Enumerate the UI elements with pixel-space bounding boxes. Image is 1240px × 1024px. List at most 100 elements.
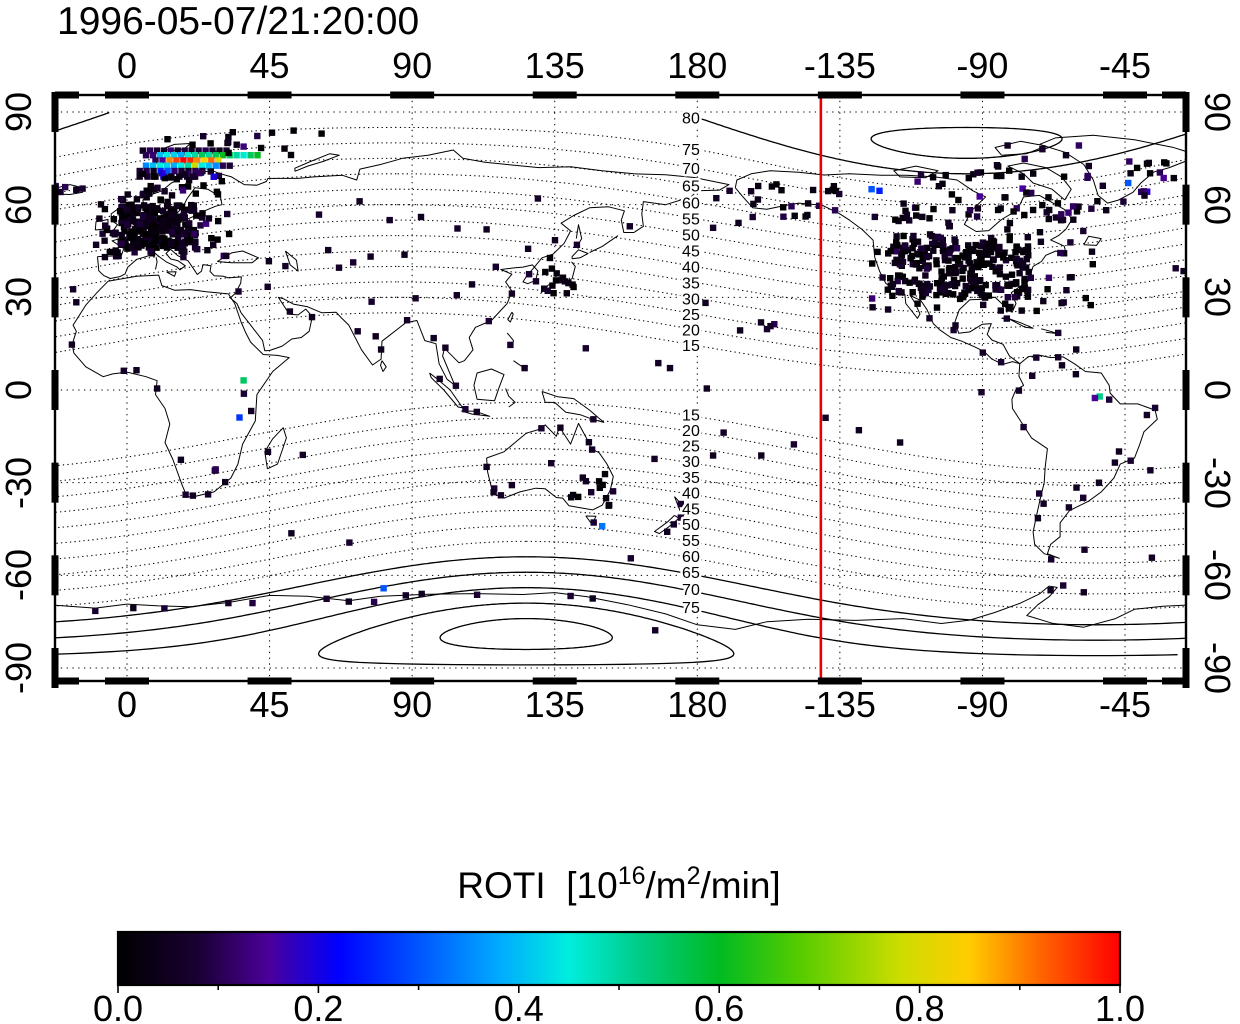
- contour-label: 60: [682, 195, 700, 212]
- colorbar-tick-label-0.2: 0.2: [293, 988, 344, 1024]
- contour-label: 75: [682, 142, 700, 159]
- lon-tick-label-top-0: 0: [116, 45, 138, 86]
- coastline-corsica_sardinia: [155, 257, 158, 270]
- contour-label: 30: [682, 291, 700, 308]
- coastline-sulawesi: [505, 388, 516, 408]
- lat-tick-label-left--30: -30: [0, 456, 39, 509]
- lat-tick-label-right-30: 30: [1197, 277, 1238, 318]
- contour-labels: 1520253035404550556065707580152025303540…: [680, 108, 703, 620]
- magnetic-latitude-contours: [55, 111, 1186, 666]
- lon-tick-label-top-180: 180: [667, 45, 728, 86]
- coastline-baffin: [1007, 162, 1072, 201]
- lon-tick-label-top-45: 45: [249, 45, 290, 86]
- coastline-sicily: [166, 271, 177, 277]
- roti-points: [55, 127, 1186, 634]
- lon-tick-label-top-90: 90: [392, 45, 433, 86]
- colorbar-title: ROTI [1016/m2/min]: [457, 862, 781, 907]
- colorbar-tick-label-0.0: 0.0: [92, 988, 144, 1024]
- lon-tick-label-bottom--135: -135: [803, 684, 876, 725]
- lon-tick-label-top--90: -90: [956, 45, 1009, 86]
- contour-label: 35: [682, 276, 700, 293]
- contour-label: 55: [682, 533, 700, 550]
- colorbar-title-exponent2: 2: [686, 862, 701, 890]
- colorbar-tick-label-0.4: 0.4: [493, 988, 544, 1024]
- colorbar-ticks: [117, 985, 1121, 993]
- coastline-newfoundland: [1083, 235, 1102, 246]
- colorbar-title-pre: ROTI [10: [457, 865, 618, 906]
- contour-label: 25: [682, 438, 700, 455]
- lon-tick-label-bottom-45: 45: [249, 684, 290, 725]
- plot-title: 1996-05-07/21:20:00: [57, 0, 420, 43]
- contour-label: 20: [682, 322, 700, 339]
- coastline-caspian: [284, 250, 299, 272]
- coastline-sri_lanka: [380, 360, 387, 372]
- colorbar-tick-label-1.0: 1.0: [1094, 988, 1146, 1024]
- lon-tick-label-bottom-180: 180: [667, 684, 728, 725]
- contour-label: 25: [682, 307, 700, 324]
- contour-label: 65: [682, 565, 700, 582]
- colorbar-gradient: [118, 932, 1120, 985]
- contour-label: 70: [682, 161, 700, 178]
- lat-tick-label-left-0: 0: [0, 379, 39, 401]
- contour-label: 20: [682, 423, 700, 440]
- coastline-south_america: [1011, 354, 1158, 559]
- lat-tick-label-left--60: -60: [0, 549, 39, 602]
- colorbar-tick-label-0.6: 0.6: [694, 988, 745, 1024]
- coastline-ellesmere: [994, 140, 1047, 156]
- lat-tick-label-right-60: 60: [1197, 184, 1238, 225]
- lon-tick-label-top--45: -45: [1098, 45, 1152, 86]
- lat-tick-label-left-90: 90: [0, 91, 39, 133]
- contour-label: 15: [682, 338, 700, 355]
- contour-label: 45: [682, 501, 700, 518]
- lat-tick-label-right--60: -60: [1197, 549, 1238, 602]
- contour-label: 75: [682, 600, 700, 617]
- coastline-eurasia: [97, 149, 730, 386]
- contour-label: 45: [682, 244, 700, 261]
- lon-tick-label-bottom-135: 135: [524, 684, 585, 725]
- coastline-africa: [71, 274, 290, 498]
- lat-tick-label-right-0: 0: [1197, 379, 1238, 401]
- contour-label: 50: [682, 517, 700, 534]
- coastlines: [55, 134, 1186, 630]
- colorbar-title-exponent: 16: [617, 862, 646, 890]
- coastline-hispaniola: [1040, 328, 1058, 334]
- lat-tick-label-right-90: 90: [1197, 91, 1238, 133]
- coastline-novaya_zemlya: [294, 153, 340, 172]
- lat-tick-label-left-60: 60: [0, 184, 39, 225]
- lat-tick-label-left-30: 30: [0, 277, 39, 318]
- lon-tick-label-bottom-0: 0: [116, 684, 138, 725]
- lat-tick-label-left--90: -90: [0, 641, 39, 695]
- contour-label: 80: [682, 110, 700, 127]
- contour-label: 70: [682, 582, 700, 599]
- coastline-antarctica: [55, 585, 1186, 630]
- contour-label: 65: [682, 179, 700, 196]
- lon-tick-label-top-135: 135: [524, 45, 585, 86]
- lon-tick-label-top--135: -135: [803, 45, 876, 86]
- colorbar-title-post: /min]: [700, 865, 781, 906]
- coastline-hokkaido: [571, 249, 589, 260]
- axis-ticks: [51, 91, 1190, 689]
- contour-label: 30: [682, 454, 700, 471]
- colorbar-tick-label-0.8: 0.8: [894, 988, 945, 1024]
- contour-label: 50: [682, 227, 700, 244]
- lat-tick-label-right--90: -90: [1197, 641, 1238, 695]
- lat-tick-label-right--30: -30: [1197, 456, 1238, 509]
- colorbar-title-mid: /m: [645, 865, 687, 906]
- lon-tick-label-bottom--90: -90: [956, 684, 1009, 725]
- coastline-taiwan: [507, 311, 514, 323]
- coastline-kuril: [589, 235, 619, 253]
- contour-label: 15: [682, 407, 700, 424]
- coastline-java: [461, 410, 491, 417]
- coastline-black_sea: [217, 250, 259, 264]
- contour-label: 40: [682, 259, 700, 276]
- lon-tick-label-bottom-90: 90: [392, 684, 433, 725]
- lon-tick-label-bottom--45: -45: [1098, 684, 1152, 725]
- contour-label: 35: [682, 470, 700, 487]
- contour-label: 40: [682, 486, 700, 503]
- contour-label: 60: [682, 549, 700, 566]
- coastline-borneo: [473, 368, 505, 402]
- coastline-madagascar: [264, 427, 287, 470]
- coastline-greenland: [1039, 134, 1186, 204]
